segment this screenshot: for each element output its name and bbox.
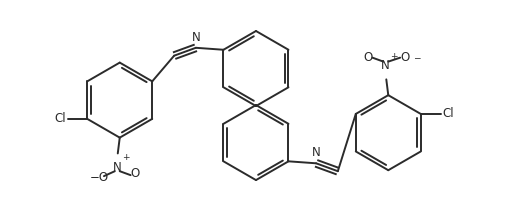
Text: O: O: [130, 167, 139, 180]
Text: +: +: [390, 52, 398, 61]
Text: −: −: [413, 53, 420, 62]
Text: Cl: Cl: [442, 107, 454, 120]
Text: N: N: [312, 146, 321, 159]
Text: N: N: [381, 59, 390, 72]
Text: +: +: [122, 153, 129, 162]
Text: O: O: [363, 51, 372, 64]
Text: N: N: [112, 161, 121, 174]
Text: −O: −O: [90, 171, 108, 184]
Text: Cl: Cl: [54, 112, 66, 125]
Text: O: O: [401, 51, 410, 64]
Text: N: N: [191, 31, 200, 44]
